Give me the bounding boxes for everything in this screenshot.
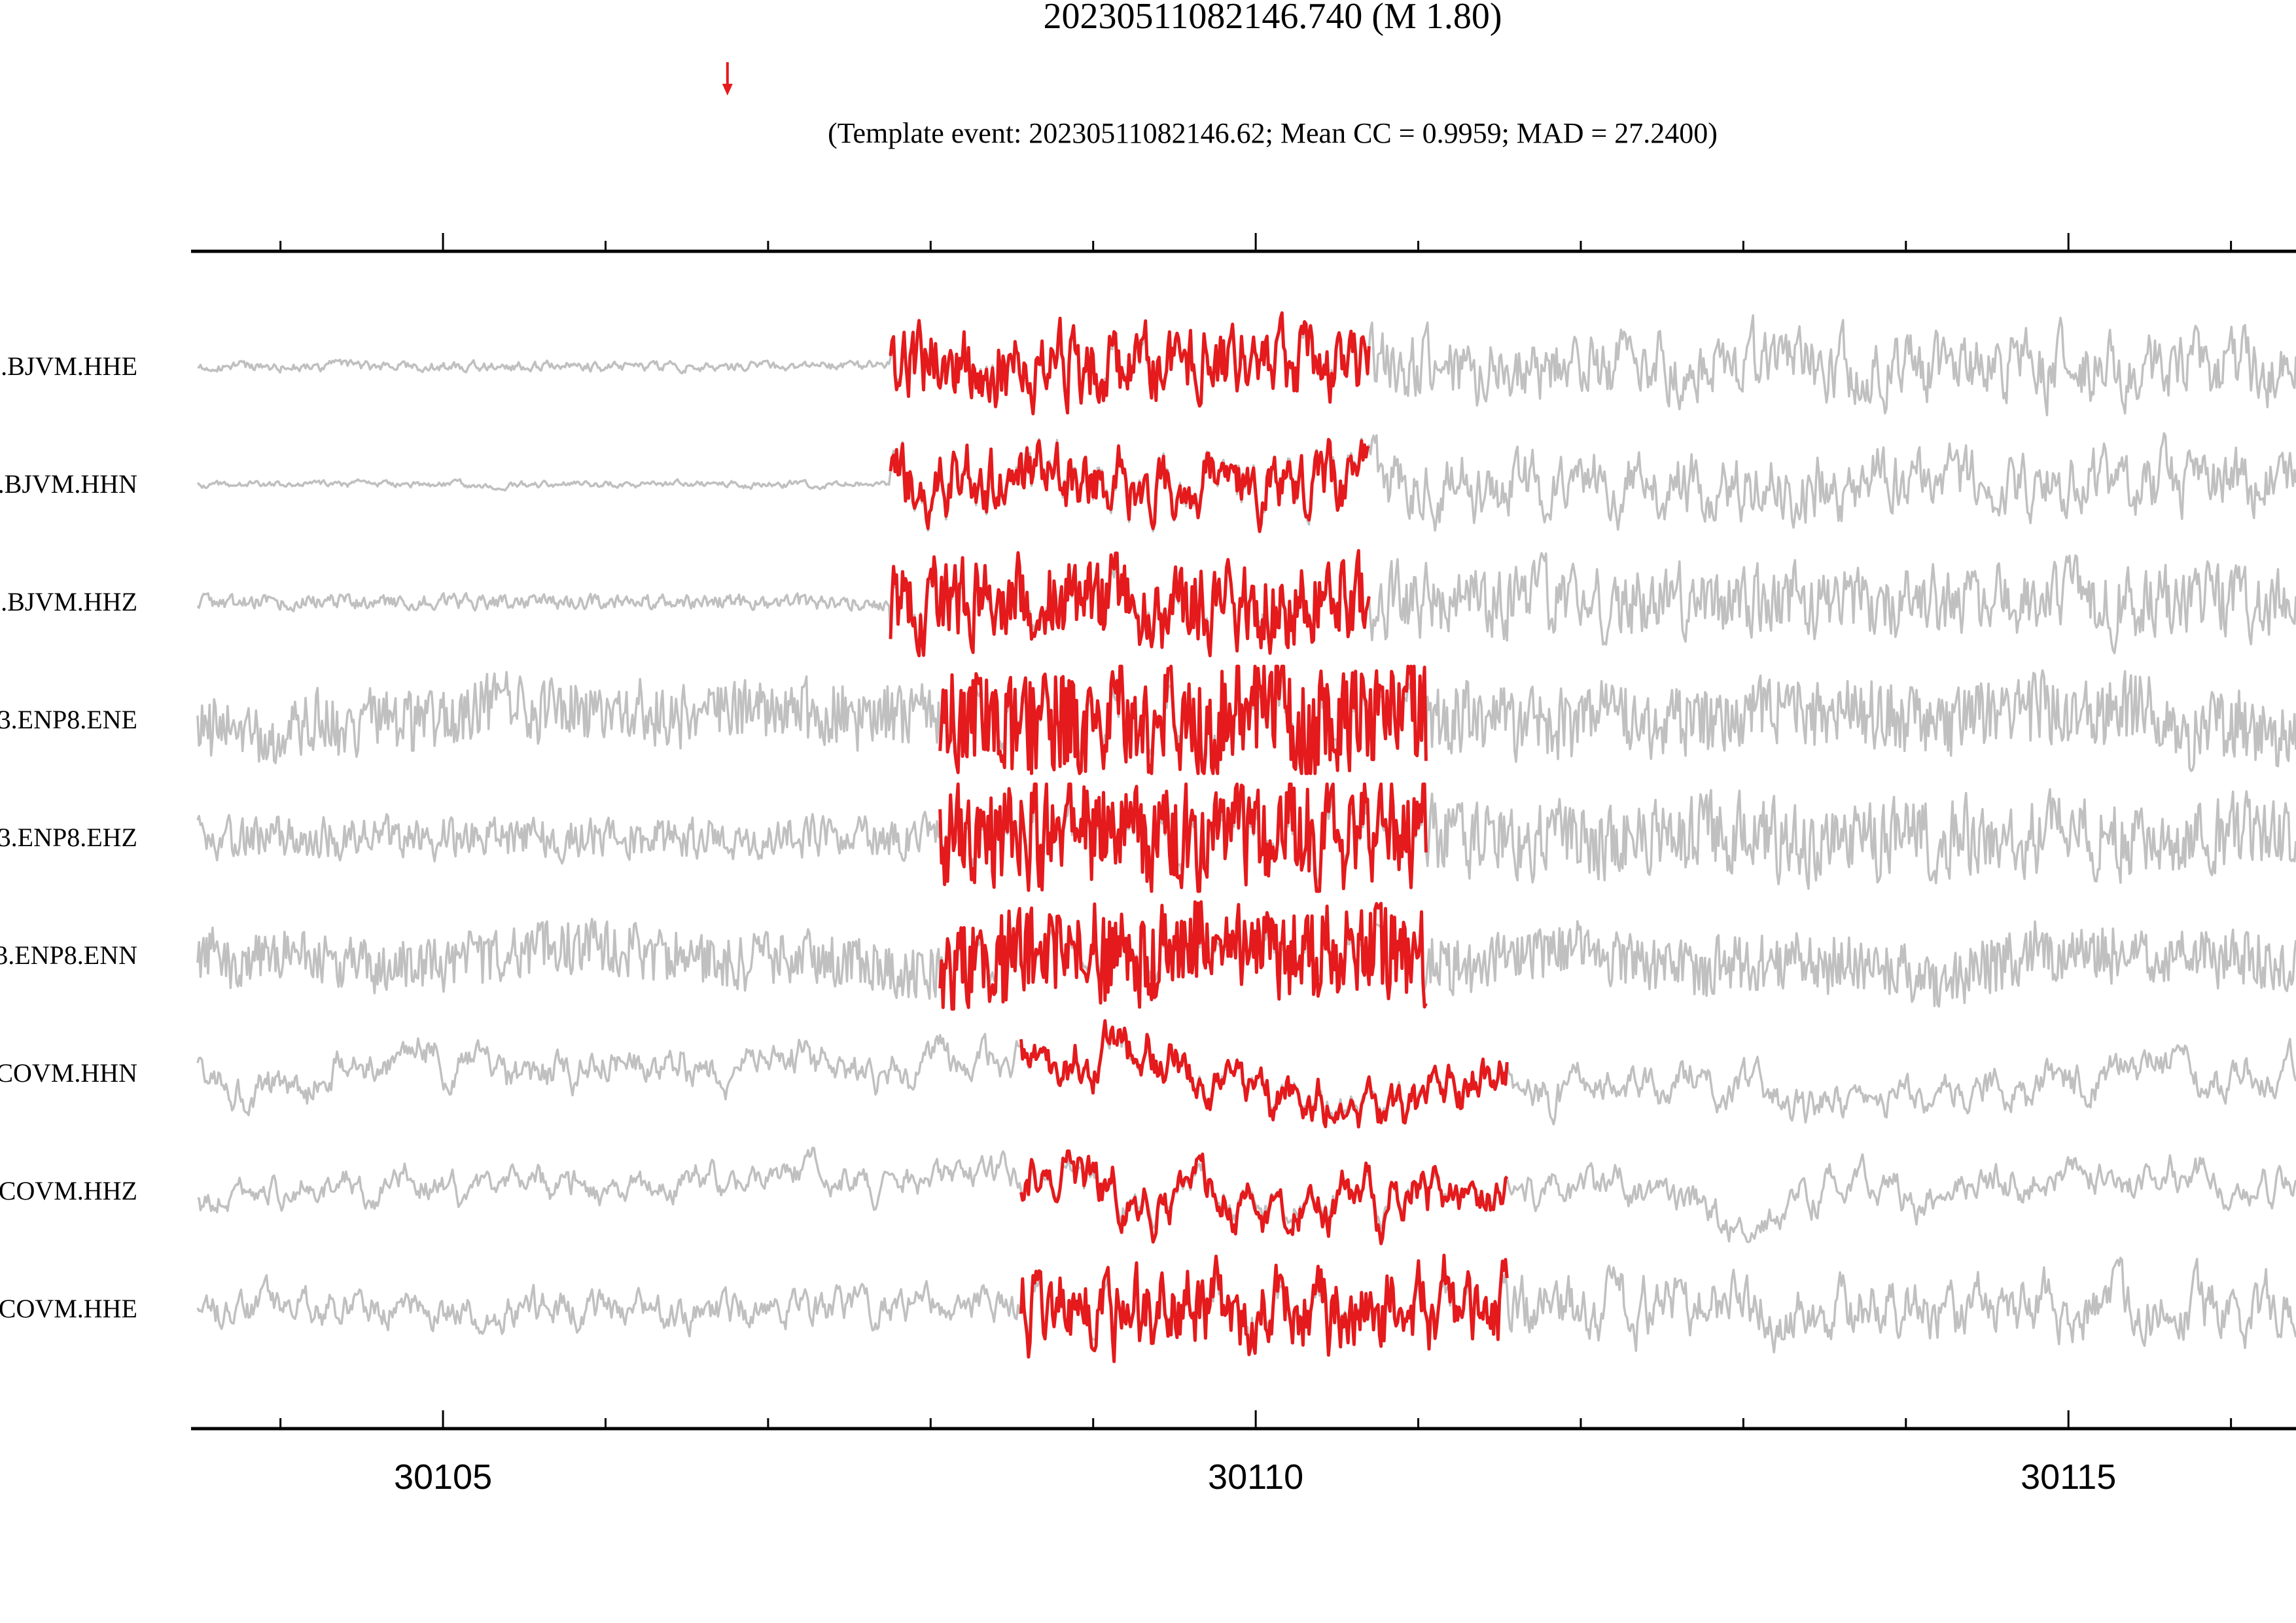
x-tick-label: 30105	[394, 1457, 492, 1497]
trace-3-enp8-enn: 3.ENP8.ENN	[0, 900, 2296, 1011]
trace--bjvm-hhn: .BJVM.HHN	[0, 432, 2296, 533]
trace-3-enp8-ehz: 3.ENP8.EHZ	[0, 782, 2296, 893]
marker-head	[722, 84, 733, 96]
station-label: 3.ENP8.ENE	[0, 705, 137, 734]
template-waveform	[889, 438, 1370, 533]
trace-covm-hhz: COVM.HHZ	[0, 1147, 2296, 1245]
station-label: .BJVM.HHE	[1, 351, 137, 381]
trace-covm-hhe: COVM.HHE	[0, 1253, 2296, 1363]
template-waveform	[938, 664, 1428, 776]
continuous-waveform	[197, 314, 2296, 417]
template-waveform	[1019, 1019, 1509, 1129]
trace--bjvm-hhe: .BJVM.HHE	[1, 311, 2296, 417]
template-waveform	[1019, 1253, 1509, 1363]
trace--bjvm-hhz: .BJVM.HHZ	[1, 549, 2296, 658]
template-waveform	[1019, 1149, 1509, 1245]
template-waveform	[938, 782, 1428, 893]
chart-title: 20230511082146.740 (M 1.80)	[1043, 0, 1502, 37]
detection-marker-icon	[722, 62, 733, 96]
continuous-waveform	[196, 669, 2296, 772]
x-ticks: 30105 30110 30115	[279, 233, 2233, 1497]
chart-subtitle: (Template event: 20230511082146.62; Mean…	[828, 117, 1718, 149]
station-label: .BJVM.HHN	[0, 469, 137, 499]
template-waveform	[938, 900, 1428, 1011]
station-label: .BJVM.HHZ	[1, 587, 137, 616]
trace-covm-hhn: COVM.HHN	[0, 1019, 2296, 1129]
x-tick-label: 30110	[1208, 1457, 1303, 1497]
x-tick-label: 30115	[2021, 1457, 2116, 1497]
continuous-waveform	[196, 1024, 2296, 1126]
template-waveform	[889, 311, 1371, 416]
time-axes: 30105 30110 30115	[191, 233, 2296, 1497]
station-label: COVM.HHZ	[0, 1176, 137, 1205]
trace-3-enp8-ene: 3.ENP8.ENE	[0, 664, 2296, 776]
station-label: 3.ENP8.EHZ	[0, 823, 137, 852]
station-label: 3.ENP8.ENN	[0, 940, 137, 970]
station-label: COVM.HHE	[0, 1294, 137, 1323]
template-waveform	[889, 549, 1371, 658]
station-label: COVM.HHN	[0, 1058, 137, 1088]
seismogram-traces: .BJVM.HHE .BJVM.HHN .BJVM.HHZ 3.ENP8.ENE 3.E…	[0, 311, 2296, 1363]
